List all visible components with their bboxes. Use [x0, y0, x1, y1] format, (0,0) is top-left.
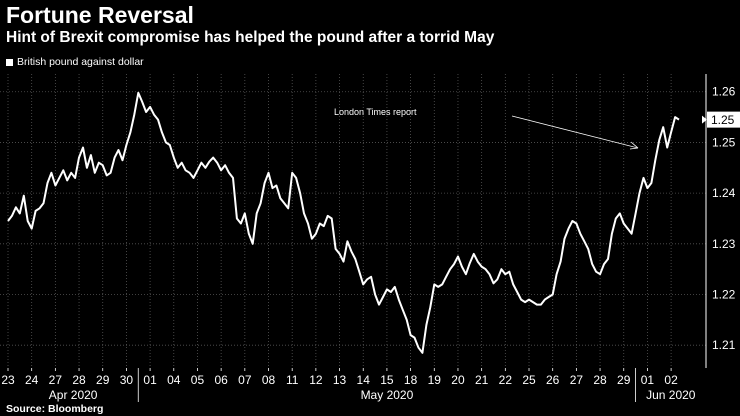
source-note: Source: Bloomberg [6, 403, 104, 415]
x-tick-label: 30 [120, 373, 134, 387]
y-tick-label: 1.22 [712, 288, 736, 302]
x-tick-label: 01 [143, 373, 157, 387]
annotation-label: London Times report [334, 107, 417, 117]
x-tick-label: 06 [214, 373, 228, 387]
month-label: Apr 2020 [49, 388, 98, 402]
x-tick-label: 27 [49, 373, 63, 387]
y-tick-label: 1.24 [712, 186, 736, 200]
y-tick-label: 1.25 [712, 135, 736, 149]
x-tick-label: 15 [380, 373, 394, 387]
x-tick-label: 08 [262, 373, 276, 387]
month-label: May 2020 [361, 388, 414, 402]
x-tick-label: 28 [72, 373, 86, 387]
x-tick-label: 27 [570, 373, 584, 387]
x-tick-label: 12 [309, 373, 323, 387]
y-tick-label: 1.23 [712, 237, 736, 251]
x-tick-label: 19 [428, 373, 442, 387]
x-tick-label: 05 [191, 373, 205, 387]
chart-title: Fortune Reversal [6, 2, 194, 28]
annotation-arrowhead [629, 141, 639, 150]
legend-label: British pound against dollar [17, 56, 144, 68]
month-label: Jun 2020 [646, 388, 696, 402]
x-tick-label: 29 [617, 373, 631, 387]
x-tick-label: 01 [641, 373, 655, 387]
x-tick-label: 18 [404, 373, 418, 387]
x-tick-label: 22 [499, 373, 513, 387]
legend: British pound against dollar [6, 56, 144, 68]
y-tick-label: 1.21 [712, 338, 736, 352]
last-value-label: 1.25 [711, 113, 735, 127]
x-tick-label: 28 [593, 373, 607, 387]
x-tick-label: 13 [333, 373, 347, 387]
x-tick-label: 29 [96, 373, 110, 387]
x-tick-label: 24 [25, 373, 39, 387]
x-tick-label: 14 [357, 373, 371, 387]
x-tick-label: 26 [546, 373, 560, 387]
x-tick-label: 07 [238, 373, 252, 387]
annotation-arrow [511, 115, 639, 149]
last-value-box [707, 111, 740, 128]
x-tick-label: 02 [664, 373, 678, 387]
x-tick-label: 04 [167, 373, 181, 387]
x-tick-label: 21 [475, 373, 489, 387]
last-value-pointer [702, 115, 707, 124]
x-tick-label: 11 [286, 373, 299, 387]
y-tick-label: 1.26 [712, 85, 736, 99]
x-tick-label: 20 [451, 373, 465, 387]
chart-subtitle: Hint of Brexit compromise has helped the… [6, 29, 495, 46]
series-line [7, 91, 680, 354]
x-tick-label: 25 [522, 373, 536, 387]
x-tick-label: 23 [1, 373, 15, 387]
legend-swatch [6, 58, 13, 66]
